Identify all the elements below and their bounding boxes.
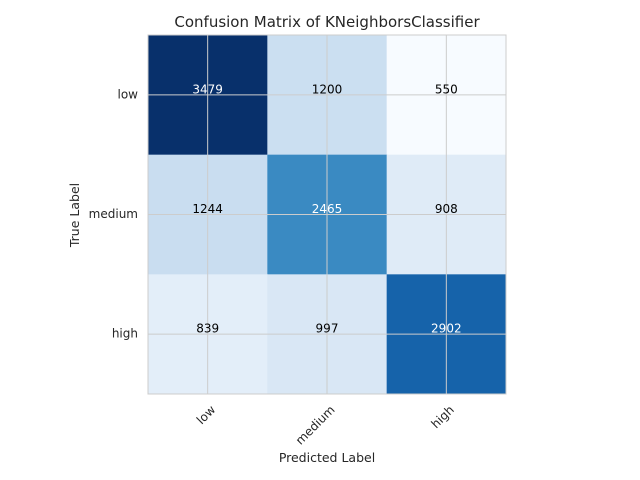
x-tick-labels: low medium high xyxy=(194,403,457,448)
cell-value-label: 997 xyxy=(316,322,339,336)
gridlines xyxy=(148,35,506,394)
x-tick-label: high xyxy=(429,403,457,431)
cell-value-label: 1200 xyxy=(312,82,343,96)
cell-value-label: 2902 xyxy=(431,322,462,336)
cell-value-labels: 3479 1200 550 1244 2465 908 839 997 2902 xyxy=(192,82,461,335)
cell-value-label: 839 xyxy=(196,322,219,336)
x-tick-label: low xyxy=(194,403,219,428)
cell-value-label: 908 xyxy=(435,202,458,216)
y-tick-labels: low medium high xyxy=(89,87,139,340)
y-axis-label: True Label xyxy=(67,183,82,248)
chart-title: Confusion Matrix of KNeighborsClassifier xyxy=(174,13,480,31)
cell-value-label: 2465 xyxy=(312,202,343,216)
cell-value-label: 3479 xyxy=(192,82,223,96)
y-tick-label: medium xyxy=(89,207,138,221)
x-axis-label: Predicted Label xyxy=(279,450,375,465)
y-tick-label: low xyxy=(118,87,139,101)
cell-value-label: 1244 xyxy=(192,202,223,216)
x-tick-label: medium xyxy=(293,403,338,448)
cell-value-label: 550 xyxy=(435,82,458,96)
y-tick-label: high xyxy=(112,327,138,341)
plot-frame xyxy=(147,34,507,395)
